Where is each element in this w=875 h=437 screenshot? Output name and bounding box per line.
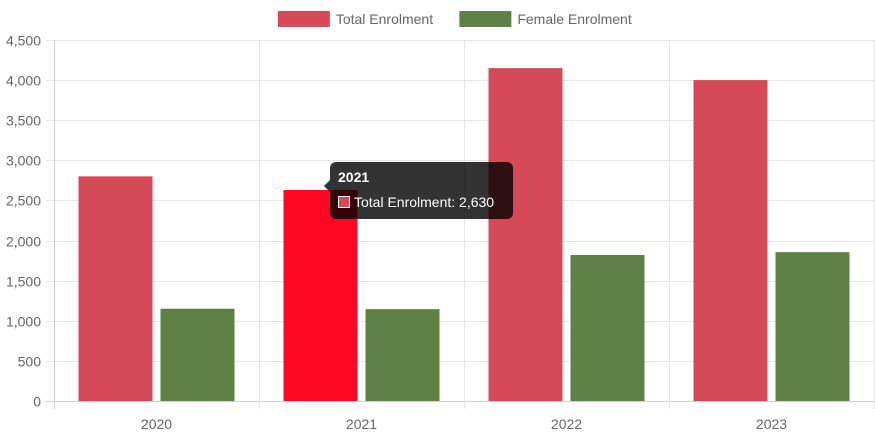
y-tick-label: 1,000 xyxy=(6,314,41,330)
legend-label: Total Enrolment xyxy=(336,11,433,27)
bar-female-2023[interactable] xyxy=(775,252,850,401)
x-tick-label: 2021 xyxy=(346,416,377,432)
y-tick-label: 1,500 xyxy=(6,274,41,290)
legend[interactable]: Total Enrolment Female Enrolment xyxy=(277,11,632,27)
y-tick-label: 3,000 xyxy=(6,153,41,169)
legend-swatch xyxy=(277,11,330,27)
bar-female-2020[interactable] xyxy=(160,308,235,401)
x-tick-label: 2020 xyxy=(141,416,172,432)
y-tick-label: 2,500 xyxy=(6,193,41,209)
y-tick-label: 2,000 xyxy=(6,234,41,250)
bars xyxy=(78,68,850,402)
y-tick-label: 3,500 xyxy=(6,113,41,129)
x-tick-label: 2022 xyxy=(551,416,582,432)
y-tick-label: 500 xyxy=(18,354,42,370)
tooltip-title: 2021 xyxy=(338,169,370,185)
legend-item[interactable]: Female Enrolment xyxy=(459,11,632,27)
tooltip-row: Total Enrolment: 2,630 xyxy=(338,194,494,210)
bar-total-2020[interactable] xyxy=(78,176,153,401)
legend-swatch xyxy=(459,11,512,27)
tooltip-text: Total Enrolment: 2,630 xyxy=(354,194,495,210)
axes: 0 500 1,000 1,500 2,000 2,500 3,000 3,500 4,000 4… xyxy=(6,33,787,433)
y-tick-label: 0 xyxy=(33,394,41,410)
bar-female-2021[interactable] xyxy=(365,309,440,401)
bar-total-2022[interactable] xyxy=(488,68,563,402)
legend-label: Female Enrolment xyxy=(517,11,631,27)
chart-tooltip: 2021 Total Enrolment: 2,630 xyxy=(324,162,513,219)
bar-total-2023[interactable] xyxy=(693,80,768,401)
legend-item[interactable]: Total Enrolment xyxy=(277,11,433,27)
bar-total-2021[interactable] xyxy=(283,190,358,401)
tooltip-color-swatch xyxy=(338,196,350,208)
y-tick-label: 4,500 xyxy=(6,33,41,49)
bar-female-2022[interactable] xyxy=(570,254,645,401)
y-tick-label: 4,000 xyxy=(6,73,41,89)
x-tick-label: 2023 xyxy=(756,416,787,432)
tooltip-caret xyxy=(324,180,330,192)
